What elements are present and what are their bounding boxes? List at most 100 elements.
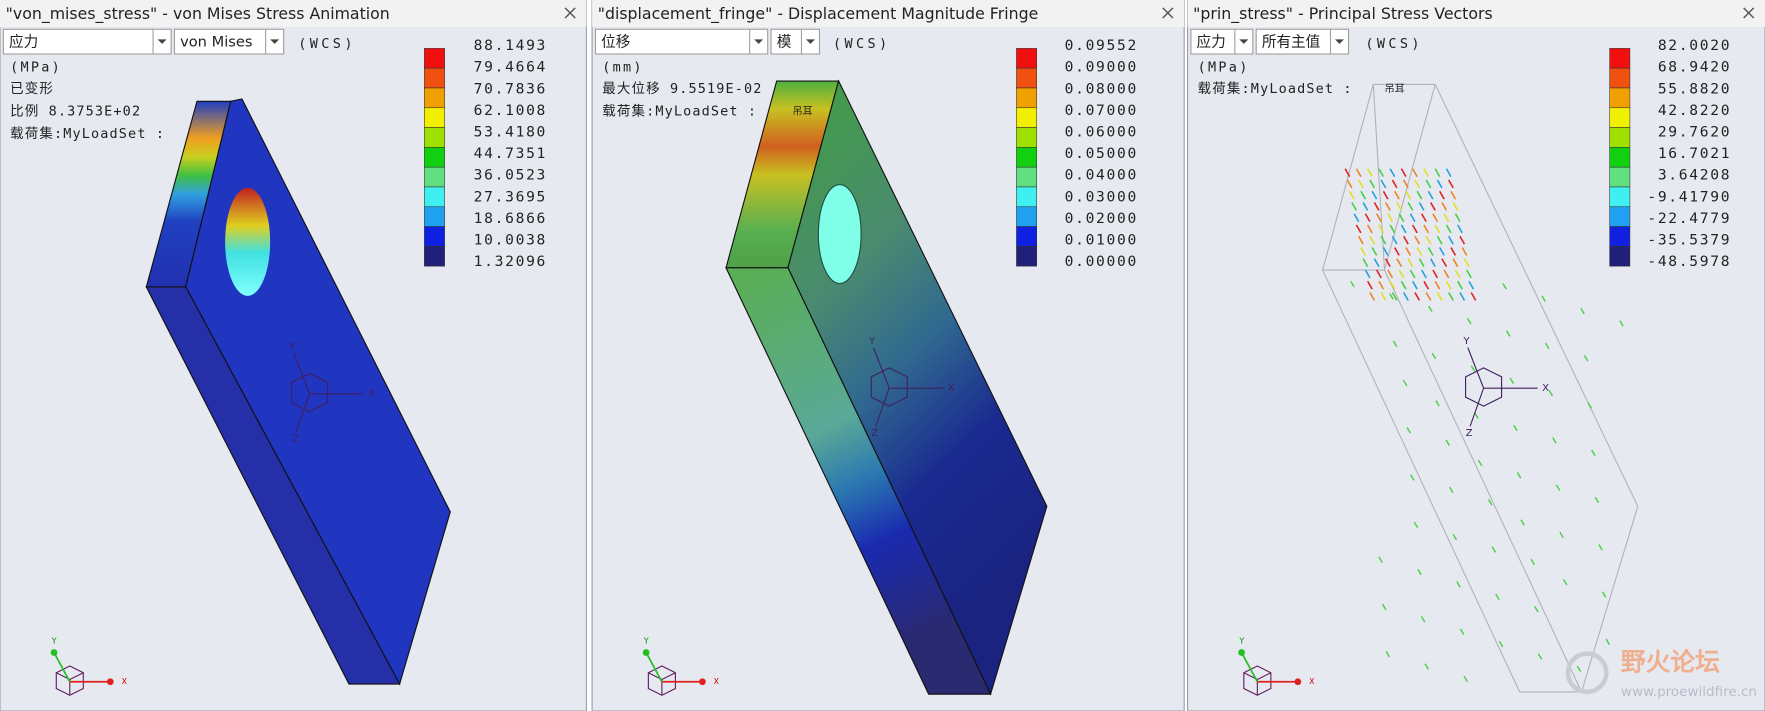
legend-label: 0.01000 xyxy=(1065,232,1138,249)
stress-vector xyxy=(1594,496,1600,504)
stress-vector xyxy=(1443,213,1450,223)
legend-swatch xyxy=(424,127,445,148)
stress-vector xyxy=(1402,292,1409,301)
stress-vector xyxy=(1576,665,1582,672)
info-line: 载荷集:MyLoadSet : xyxy=(602,103,757,119)
legend-swatch xyxy=(1016,226,1037,247)
stress-vector xyxy=(1362,202,1369,211)
legend-swatch xyxy=(1016,206,1037,227)
stress-vector xyxy=(1398,213,1405,223)
legend-label: 0.07000 xyxy=(1065,102,1138,119)
stress-vector xyxy=(1414,292,1421,301)
legend-swatch xyxy=(424,186,445,208)
stress-vector xyxy=(1392,340,1398,347)
stress-vector xyxy=(1619,320,1624,327)
stress-vector xyxy=(1402,235,1409,245)
stress-vector xyxy=(1470,365,1476,372)
stress-vector xyxy=(1470,292,1477,301)
legend-swatch xyxy=(1609,166,1631,188)
stress-vector xyxy=(1459,628,1465,635)
triad-y xyxy=(645,652,663,683)
triad-cube xyxy=(870,367,908,407)
close-icon xyxy=(1162,7,1174,19)
legend-swatch xyxy=(1016,147,1037,168)
stress-vector xyxy=(1502,283,1507,290)
close-icon xyxy=(564,7,576,19)
triad-dot xyxy=(50,649,58,656)
legend-swatch xyxy=(1016,67,1037,89)
stress-vector xyxy=(1583,355,1589,362)
stress-vector xyxy=(1513,424,1518,432)
stress-vector xyxy=(1432,269,1439,279)
dropdown-box xyxy=(594,28,769,55)
stress-vector xyxy=(1468,280,1475,290)
stress-vector xyxy=(1434,224,1441,234)
triad-label: X xyxy=(122,677,128,686)
stress-vector xyxy=(1385,651,1391,658)
stress-vector xyxy=(1544,342,1550,350)
legend-swatch xyxy=(1016,166,1037,188)
stress-vector xyxy=(1559,531,1564,539)
stress-vector xyxy=(1436,235,1443,245)
close-button[interactable] xyxy=(1743,7,1755,19)
stress-vector xyxy=(1384,258,1391,268)
legend-label: -22.4779 xyxy=(1647,210,1731,227)
close-icon xyxy=(1743,7,1755,19)
stress-vector xyxy=(1360,247,1367,256)
dropdown[interactable]: von Mises xyxy=(173,28,285,55)
close-button[interactable] xyxy=(564,7,576,19)
stress-vector xyxy=(1430,258,1436,268)
stress-vector xyxy=(1387,213,1394,223)
stress-vector xyxy=(1357,235,1364,245)
stress-vector xyxy=(1425,292,1432,301)
stress-vector xyxy=(1369,292,1376,301)
dropdown-value: 应力 xyxy=(1197,33,1226,51)
stress-vector xyxy=(1454,269,1461,279)
stress-vector xyxy=(1427,247,1434,256)
triad-label: Z xyxy=(292,434,299,445)
legend-label: 0.03000 xyxy=(1065,188,1138,205)
stress-vector xyxy=(1491,546,1497,553)
stress-vector xyxy=(1436,179,1443,189)
stress-vector xyxy=(1373,202,1380,211)
dropdown-value: 模 xyxy=(777,34,792,51)
stress-vector xyxy=(1369,179,1376,189)
dropdown[interactable]: 所有主值 xyxy=(1255,28,1350,55)
part-label: 吊耳 xyxy=(792,105,812,117)
legend-swatch xyxy=(1016,186,1037,208)
stress-vector xyxy=(1364,269,1371,279)
triad-label: X xyxy=(1309,677,1315,686)
stress-vector xyxy=(1409,213,1416,223)
legend-label: 0.05000 xyxy=(1065,145,1138,162)
legend-label: 62.1008 xyxy=(474,102,547,119)
triad-label: Y xyxy=(51,637,57,646)
stress-vector xyxy=(1362,258,1369,268)
legend-label: 1.32096 xyxy=(474,253,547,270)
stress-vector xyxy=(1344,168,1351,178)
legend-swatch xyxy=(1609,246,1631,267)
dropdown[interactable]: 应力 xyxy=(1190,28,1254,55)
dropdown[interactable]: 应力 xyxy=(2,28,172,55)
legend-label: 10.0038 xyxy=(474,232,547,249)
dropdown-value: 位移 xyxy=(601,34,630,51)
model-face xyxy=(145,286,401,685)
stress-vector xyxy=(1605,638,1611,645)
dropdown-arrow xyxy=(754,39,764,44)
dropdown[interactable]: 模 xyxy=(770,28,821,55)
stress-vector xyxy=(1541,295,1546,302)
model-hole xyxy=(225,187,271,296)
triad-dot xyxy=(642,649,650,656)
legend-label: 0.08000 xyxy=(1065,80,1138,97)
triad-dot xyxy=(1294,678,1302,686)
stress-vector xyxy=(1378,224,1385,234)
dropdown-arrow xyxy=(805,39,815,44)
legend-label: 0.02000 xyxy=(1065,210,1138,227)
stress-vector xyxy=(1411,168,1418,178)
stress-vector xyxy=(1366,280,1373,290)
dropdown[interactable]: 位移 xyxy=(594,28,769,55)
stress-vector xyxy=(1396,258,1403,268)
stress-vector xyxy=(1435,400,1440,407)
stress-vector xyxy=(1413,521,1419,528)
stress-vector xyxy=(1402,179,1409,189)
close-button[interactable] xyxy=(1162,7,1174,19)
